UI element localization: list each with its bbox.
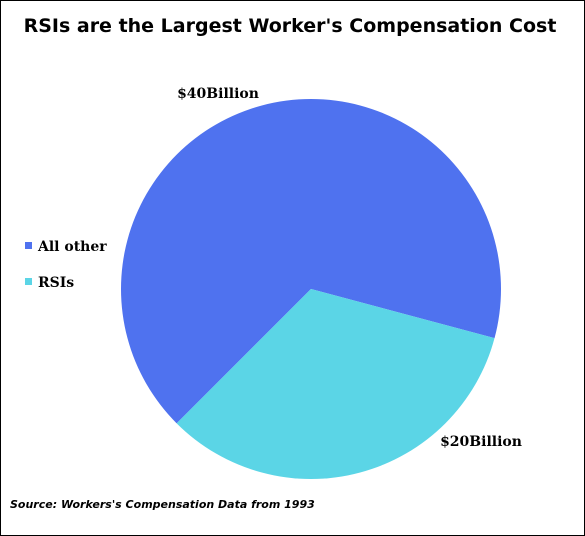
legend-label: RSIs xyxy=(38,275,74,291)
chart-title: RSIs are the Largest Worker's Compensati… xyxy=(24,15,557,37)
data-label: $40Billion xyxy=(177,86,259,102)
data-label: $20Billion xyxy=(440,434,522,450)
pie-slice xyxy=(121,99,502,424)
legend-swatch xyxy=(25,278,32,285)
legend-label: All other xyxy=(37,239,107,255)
legend-swatch xyxy=(25,242,32,249)
source-note: Source: Workers's Compensation Data from… xyxy=(10,498,315,511)
pie-slice xyxy=(176,289,495,479)
